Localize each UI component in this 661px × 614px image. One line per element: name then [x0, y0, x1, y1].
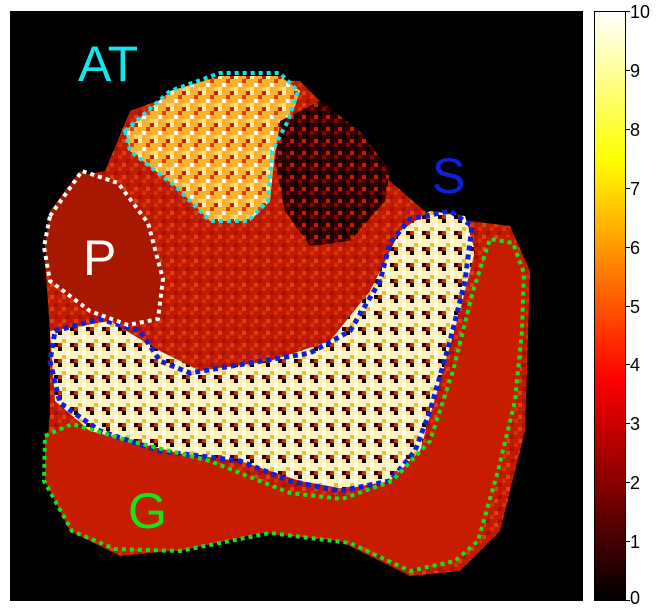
- colorbar-tick: [626, 600, 630, 601]
- p-contour: [41, 168, 166, 328]
- colorbar-tick-label: 0: [630, 588, 641, 608]
- at-region-fill: [125, 76, 300, 221]
- p-region-fill: [45, 171, 165, 326]
- colorbar-tick-label: 5: [630, 296, 641, 317]
- s-region-fill: [50, 211, 475, 489]
- colorbar-tick: [626, 187, 630, 189]
- colorbar-tick-label: 7: [630, 178, 641, 199]
- colorbar-tick: [626, 128, 630, 130]
- region-label-g: G: [128, 483, 167, 539]
- heatmap-image: AT S P G: [10, 11, 583, 601]
- g-region-fill: [45, 236, 525, 569]
- colorbar-tick: [626, 69, 630, 71]
- colorbar-tick-label: 3: [630, 414, 641, 435]
- colorbar-tick-label: 9: [630, 60, 641, 81]
- region-label-p: P: [83, 230, 117, 286]
- s-contour: [47, 208, 475, 494]
- colorbar-tick-label: 6: [630, 237, 641, 258]
- colorbar-tick: [626, 11, 630, 12]
- tissue-map: [41, 71, 530, 576]
- g-contour: [41, 236, 527, 574]
- at-contour: [122, 71, 301, 223]
- colorbar-tick-label: 4: [630, 355, 641, 376]
- colorbar-tick-label: 2: [630, 473, 641, 494]
- colorbar-tick: [626, 364, 630, 366]
- colorbar-tick-label: 8: [630, 119, 641, 140]
- colorbar-axis: 0 1 2 3 4 5 6 7 8 9 10: [626, 3, 661, 607]
- region-label-s: S: [432, 148, 466, 204]
- region-label-at: AT: [78, 36, 139, 92]
- colorbar: [594, 11, 626, 601]
- colorbar-tick-label: 1: [630, 532, 641, 553]
- colorbar-tick: [626, 246, 630, 248]
- colorbar-tick: [626, 423, 630, 425]
- colorbar-tick: [626, 305, 630, 307]
- colorbar-tick-label: 10: [630, 2, 651, 22]
- colorbar-tick: [626, 541, 630, 543]
- colorbar-tick: [626, 482, 630, 484]
- dark-region-fill: [275, 101, 390, 246]
